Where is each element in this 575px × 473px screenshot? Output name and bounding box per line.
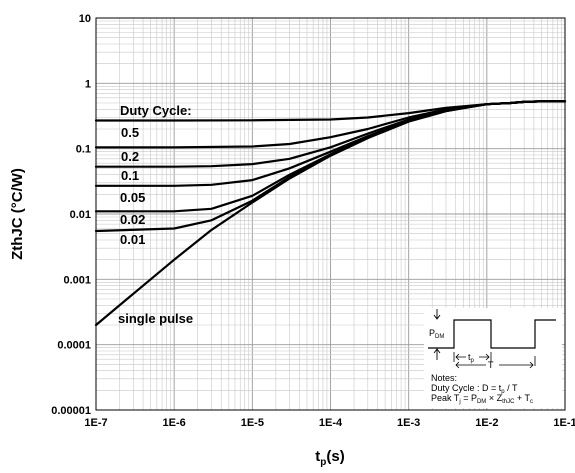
label-duty-0.01: 0.01 bbox=[120, 232, 145, 247]
period-arrow bbox=[455, 361, 534, 369]
x-tick-label: 1E-4 bbox=[319, 417, 343, 429]
label-duty-0.05: 0.05 bbox=[120, 190, 145, 205]
series-lines bbox=[94, 100, 567, 327]
notes-title: Notes: bbox=[431, 373, 457, 383]
x-tick-label: 1E-7 bbox=[84, 417, 107, 429]
pdm-bottom-arrow bbox=[433, 348, 441, 360]
x-tick-label: 1E-2 bbox=[475, 417, 498, 429]
x-tick-label: 1E-5 bbox=[241, 417, 264, 429]
duty-cycle-note: Duty Cycle : D = tp / T bbox=[431, 383, 518, 395]
legend-title: Duty Cycle: bbox=[120, 103, 192, 118]
y-tick-label: 0.00001 bbox=[51, 405, 91, 417]
grid bbox=[95, 18, 565, 411]
tp-label: tp bbox=[468, 352, 475, 364]
inset-tick-lines bbox=[453, 352, 536, 366]
y-tick-label: 0.001 bbox=[63, 274, 91, 286]
label-single-pulse: single pulse bbox=[118, 311, 193, 326]
period-label: T bbox=[488, 360, 494, 370]
tp-arrow bbox=[455, 353, 490, 361]
label-duty-0.5: 0.5 bbox=[121, 125, 139, 140]
y-axis-label: ZthJC (°C/W) bbox=[9, 168, 26, 260]
y-tick-label: 0.01 bbox=[70, 209, 91, 221]
x-tick-label: 1E-3 bbox=[397, 417, 420, 429]
x-tick-label: 1E-1 bbox=[553, 417, 575, 429]
inset-background bbox=[424, 308, 562, 408]
y-tick-label: 0.1 bbox=[76, 144, 91, 156]
label-duty-0.1: 0.1 bbox=[121, 168, 139, 183]
label-duty-0.02: 0.02 bbox=[120, 212, 145, 227]
y-tick-label: 0.0001 bbox=[57, 340, 91, 352]
pdm-label: PDM bbox=[429, 328, 444, 340]
label-duty-0.2: 0.2 bbox=[121, 149, 139, 164]
y-tick-label: 10 bbox=[79, 13, 91, 25]
pdm-top-arrow bbox=[433, 309, 441, 320]
x-tick-label: 1E-6 bbox=[163, 417, 186, 429]
pulse-diagram-inset: PDM tp T Notes: Duty Cycle : D = tp / T … bbox=[424, 308, 562, 408]
plot-frame bbox=[95, 17, 566, 411]
tick-labels: 1E-7 1E-6 1E-5 1E-4 1E-3 1E-2 1E-1 0.00001 0.000… bbox=[51, 13, 575, 429]
x-axis-label: tp(s) bbox=[315, 448, 344, 468]
pulse-waveform bbox=[428, 319, 556, 349]
peak-temp-note: Peak Tj = PDM × ZthJC + Tc bbox=[431, 393, 533, 405]
series-line-single-pulse bbox=[94, 100, 567, 327]
y-tick-label: 1 bbox=[85, 78, 91, 90]
